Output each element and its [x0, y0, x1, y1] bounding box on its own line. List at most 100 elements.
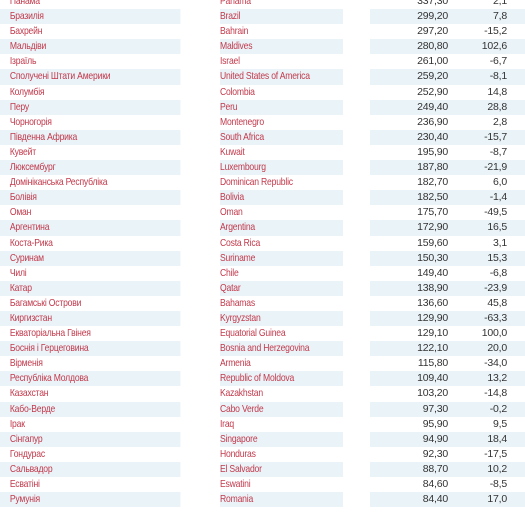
country-name-english-cell: Peru	[220, 99, 343, 115]
value-cell: 129,10	[370, 326, 448, 342]
change-percent-cell: 6,0	[448, 175, 525, 191]
value-cell: 236,90	[370, 114, 448, 130]
value-cell: 337,30	[370, 0, 448, 10]
country-name-ukrainian-cell: Сальвадор	[0, 461, 181, 477]
country-name-ukrainian-cell: Чилі	[0, 265, 181, 281]
table-row: Кабо-Верде Cabo Verde 97,30 -0,2	[0, 401, 525, 417]
country-name-english-cell: Montenegro	[220, 114, 343, 130]
country-name-english-cell: Oman	[220, 205, 343, 221]
change-percent-cell: -8,1	[448, 69, 525, 85]
change-percent-cell: -49,5	[448, 205, 525, 221]
table-row: Киргизстан Kyrgyzstan 129,90 -63,3	[0, 310, 525, 327]
table-row: Аргентина Argentina 172,90 16,5	[0, 220, 525, 236]
country-name-ukrainian-cell: Екваторіальна Гвінея	[0, 326, 181, 342]
change-percent-cell: -63,3	[448, 310, 525, 327]
country-name-ukrainian-cell: Есватіні	[0, 477, 181, 493]
value-cell: 136,60	[370, 295, 448, 311]
value-cell: 94,90	[370, 431, 448, 447]
value-cell: 195,90	[370, 144, 448, 161]
country-name-english-cell: Argentina	[220, 220, 343, 236]
country-name-ukrainian-cell: Сполучені Штати Америки	[0, 69, 181, 85]
table-row: Екваторіальна Гвінея Equatorial Guinea 129…	[0, 326, 525, 342]
table-row: Люксембург Luxembourg 187,80 -21,9	[0, 160, 525, 176]
change-percent-cell: -21,9	[448, 160, 525, 176]
country-name-english-cell: Cabo Verde	[220, 401, 343, 417]
change-percent-cell: -17,5	[448, 446, 525, 462]
country-name-english-cell: Kyrgyzstan	[220, 310, 343, 327]
table-row: Сполучені Штати Америки United States of …	[0, 69, 525, 85]
change-percent-cell: 2,8	[448, 114, 525, 130]
country-name-english-cell: Eswatini	[220, 477, 343, 493]
table-row: Перу Peru 249,40 28,8	[0, 99, 525, 115]
value-cell: 172,90	[370, 220, 448, 236]
country-name-english-cell: El Salvador	[220, 461, 343, 477]
country-name-english-cell: Maldives	[220, 39, 343, 55]
table-row: Республіка Молдова Republic of Moldova 109…	[0, 371, 525, 387]
value-cell: 159,60	[370, 235, 448, 251]
country-name-ukrainian-cell: Вірменія	[0, 356, 181, 372]
country-name-english-cell: Suriname	[220, 250, 343, 266]
value-cell: 103,20	[370, 386, 448, 402]
change-percent-cell: 10,2	[448, 461, 525, 477]
country-name-ukrainian-cell: Республіка Молдова	[0, 371, 181, 387]
value-cell: 182,70	[370, 175, 448, 191]
change-percent-cell: -23,9	[448, 280, 525, 296]
value-cell: 84,60	[370, 477, 448, 493]
change-percent-cell: -1,4	[448, 190, 525, 206]
value-cell: 150,30	[370, 250, 448, 266]
change-percent-cell: 15,3	[448, 250, 525, 266]
table-row: Ізраїль Israel 261,00 -6,7	[0, 54, 525, 70]
change-percent-cell: -6,8	[448, 265, 525, 281]
country-name-ukrainian-cell: Сінгапур	[0, 431, 181, 447]
country-name-english-cell: Chile	[220, 265, 343, 281]
country-name-english-cell: Dominican Republic	[220, 175, 343, 191]
value-cell: 138,90	[370, 280, 448, 296]
country-name-ukrainian-cell: Коста-Рика	[0, 235, 181, 251]
country-name-english-cell: United States of America	[220, 69, 343, 85]
value-cell: 95,90	[370, 416, 448, 432]
country-name-ukrainian-cell: Болівія	[0, 190, 181, 206]
change-percent-cell: 7,8	[448, 9, 525, 25]
change-percent-cell: 102,6	[448, 39, 525, 55]
change-percent-cell: 100,0	[448, 326, 525, 342]
country-name-english-cell: Panama	[220, 0, 343, 10]
country-name-english-cell: South Africa	[220, 129, 343, 145]
country-name-english-cell: Israel	[220, 54, 343, 70]
country-name-english-cell: Singapore	[220, 431, 343, 447]
table-row: Чорногорія Montenegro 236,90 2,8	[0, 114, 525, 130]
change-percent-cell: 20,0	[448, 341, 525, 357]
change-percent-cell: 28,8	[448, 99, 525, 115]
country-name-english-cell: Kazakhstan	[220, 386, 343, 402]
country-name-english-cell: Qatar	[220, 280, 343, 296]
country-name-ukrainian-cell: Чорногорія	[0, 114, 181, 130]
country-name-ukrainian-cell: Люксембург	[0, 160, 181, 176]
country-name-english-cell: Armenia	[220, 356, 343, 372]
change-percent-cell: 14,8	[448, 84, 525, 100]
country-name-english-cell: Kuwait	[220, 144, 343, 161]
change-percent-cell: 13,2	[448, 371, 525, 387]
country-name-english-cell: Romania	[220, 492, 343, 508]
value-cell: 92,30	[370, 446, 448, 462]
country-name-english-cell: Colombia	[220, 84, 343, 100]
table-row: Південна Африка South Africa 230,40 -15,7	[0, 129, 525, 145]
change-percent-cell: -8,5	[448, 477, 525, 493]
value-cell: 299,20	[370, 9, 448, 25]
country-name-ukrainian-cell: Колумбія	[0, 84, 181, 100]
change-percent-cell: -6,7	[448, 54, 525, 70]
country-name-ukrainian-cell: Аргентина	[0, 220, 181, 236]
value-cell: 297,20	[370, 24, 448, 40]
table-row: Панама Panama 337,30 2,1	[0, 0, 525, 10]
table-row: Казахстан Kazakhstan 103,20 -14,8	[0, 386, 525, 402]
value-cell: 109,40	[370, 371, 448, 387]
country-name-ukrainian-cell: Боснія і Герцеговина	[0, 341, 181, 357]
value-cell: 259,20	[370, 69, 448, 85]
country-name-ukrainian-cell: Домініканська Республіка	[0, 175, 181, 191]
table-row: Гондурас Honduras 92,30 -17,5	[0, 446, 525, 462]
country-name-ukrainian-cell: Казахстан	[0, 386, 181, 402]
change-percent-cell: -8,7	[448, 144, 525, 161]
country-name-ukrainian-cell: Південна Африка	[0, 129, 181, 145]
change-percent-cell: -14,8	[448, 386, 525, 402]
change-percent-cell: -15,2	[448, 24, 525, 40]
value-cell: 115,80	[370, 356, 448, 372]
country-name-ukrainian-cell: Румунія	[0, 492, 181, 508]
